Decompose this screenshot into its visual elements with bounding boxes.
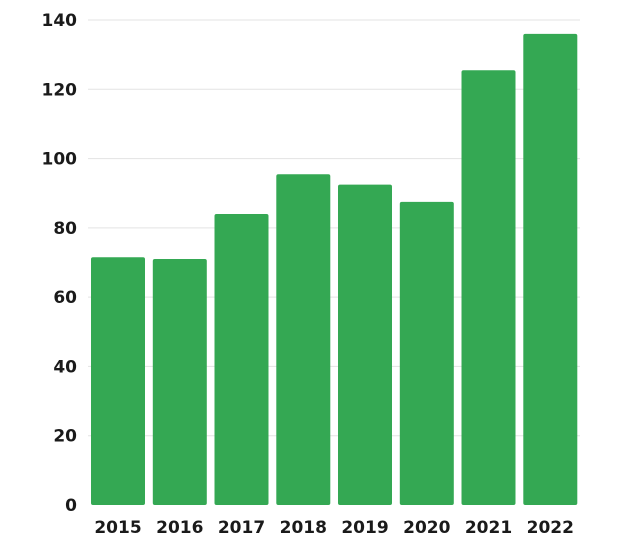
x-tick-label-2022: 2022 bbox=[527, 518, 574, 538]
x-tick-label-2015: 2015 bbox=[94, 518, 141, 538]
y-tick-label-60: 60 bbox=[53, 288, 77, 308]
x-tick-label-2020: 2020 bbox=[403, 518, 450, 538]
bar-2018 bbox=[276, 174, 331, 505]
bar-2022 bbox=[523, 33, 578, 506]
y-tick-label-100: 100 bbox=[42, 150, 78, 170]
bar-2021 bbox=[461, 70, 516, 505]
y-tick-label-40: 40 bbox=[53, 357, 77, 377]
y-axis-tick-labels: 0 20 40 60 80 100 120 140 bbox=[42, 11, 78, 516]
y-tick-label-120: 120 bbox=[42, 80, 78, 100]
y-tick-label-80: 80 bbox=[53, 219, 77, 239]
y-tick-label-20: 20 bbox=[53, 427, 77, 447]
x-tick-label-2016: 2016 bbox=[156, 518, 203, 538]
y-tick-label-140: 140 bbox=[42, 11, 78, 31]
bars bbox=[91, 33, 578, 506]
bar-2020 bbox=[399, 201, 454, 505]
y-tick-label-0: 0 bbox=[65, 496, 77, 516]
bar-2015 bbox=[91, 257, 145, 505]
x-tick-label-2017: 2017 bbox=[218, 518, 265, 538]
x-tick-label-2019: 2019 bbox=[341, 518, 388, 538]
x-axis-tick-labels: 2015 2016 2017 2018 2019 2020 2021 2022 bbox=[94, 518, 574, 538]
x-tick-label-2021: 2021 bbox=[465, 518, 512, 538]
x-tick-label-2018: 2018 bbox=[280, 518, 327, 538]
bar-2016 bbox=[152, 259, 207, 505]
bar-2017 bbox=[214, 214, 269, 505]
bar-2019 bbox=[338, 184, 392, 505]
